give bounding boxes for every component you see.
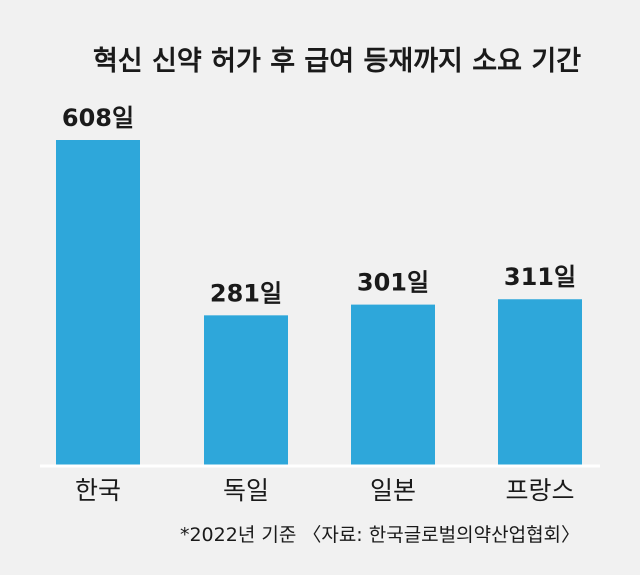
value-label-2: 281일	[210, 279, 282, 307]
category-label-1: 한국	[75, 476, 121, 505]
category-label-2: 독일	[223, 476, 269, 505]
category-label-3: 일본	[370, 476, 416, 505]
bar-3	[351, 304, 435, 466]
bar-1	[56, 140, 140, 466]
bar-2	[204, 315, 288, 466]
footnote: *2022년 기준 〈자료: 한국글로벌의약산업협회〉	[180, 524, 580, 546]
category-label-4: 프랑스	[505, 476, 574, 505]
bar-4	[498, 299, 582, 466]
value-label-1: 608일	[62, 104, 134, 132]
value-label-4: 311일	[504, 263, 576, 291]
chart-title: 혁신 신약 허가 후 급여 등재까지 소요 기간	[93, 46, 581, 77]
value-label-3: 301일	[357, 269, 429, 297]
